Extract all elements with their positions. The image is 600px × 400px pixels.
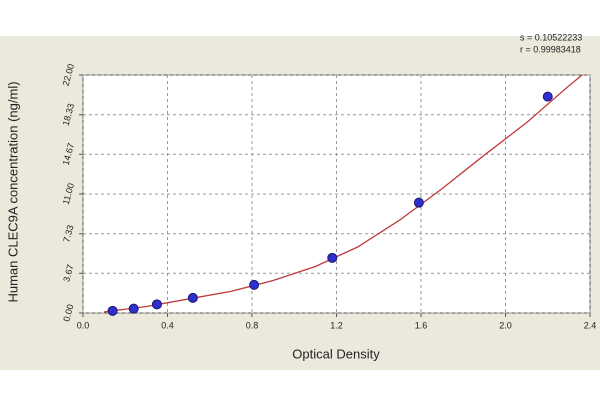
data-point	[249, 279, 260, 290]
x-tick-label: 0.4	[161, 320, 174, 330]
data-point	[413, 197, 424, 208]
x-tick-label: 1.2	[330, 320, 343, 330]
y-tick-label: 7.33	[61, 224, 75, 244]
annotation: r = 0.99983418	[520, 44, 581, 54]
data-point	[151, 299, 162, 310]
data-point	[542, 91, 553, 102]
y-tick-label: 3.67	[61, 263, 75, 283]
data-point	[327, 252, 338, 263]
data-point	[107, 305, 118, 316]
x-tick-label: 0.0	[77, 320, 90, 330]
x-tick-label: 1.6	[415, 320, 428, 330]
x-tick-label: 2.4	[584, 320, 597, 330]
x-tick-label: 0.8	[246, 320, 259, 330]
x-axis-title: Optical Density	[292, 346, 380, 361]
y-axis-title: Human CLEC9A concentration (ng/ml)	[5, 81, 20, 302]
annotation: s = 0.10522233	[520, 32, 582, 42]
x-tick-label: 2.0	[499, 320, 512, 330]
y-tick-label: 0.00	[61, 303, 75, 323]
data-point	[128, 303, 139, 314]
data-point	[187, 292, 198, 303]
